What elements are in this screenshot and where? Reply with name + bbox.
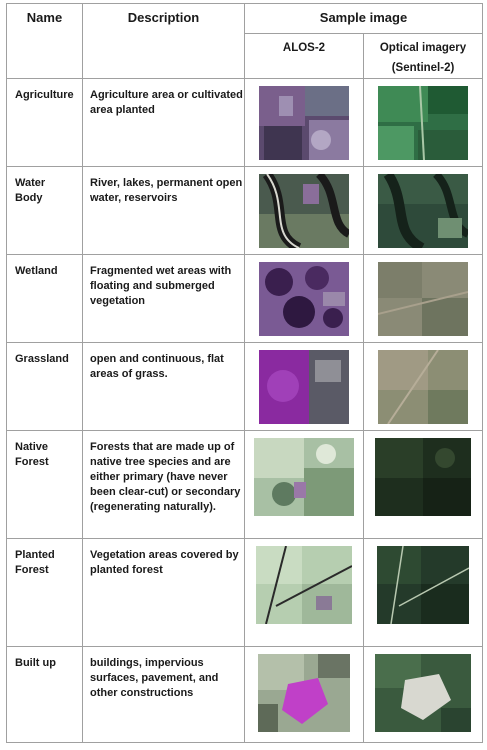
alos2-sample-image bbox=[256, 546, 352, 624]
row-name-line2: Forest bbox=[15, 456, 49, 468]
header-description-text: Description bbox=[127, 10, 200, 25]
table-row-agriculture: Agriculture Agriculture area or cultivat… bbox=[6, 78, 483, 167]
row-description: Fragmented wet areas with floating and s… bbox=[82, 254, 245, 343]
header-sample-image: Sample image bbox=[244, 3, 483, 34]
optical-sample-image bbox=[375, 438, 471, 516]
alos2-sample-cell bbox=[244, 538, 364, 647]
row-name: Grassland bbox=[6, 342, 83, 431]
row-name-line2: Forest bbox=[15, 564, 49, 576]
optical-sample-image bbox=[375, 654, 471, 732]
table-row-planted-forest: Planted Forest Vegetation areas covered b… bbox=[6, 538, 483, 647]
alos2-sample-image bbox=[259, 350, 349, 424]
alos2-sample-cell bbox=[244, 646, 364, 743]
row-name-line2: Body bbox=[15, 192, 43, 204]
row-name: Planted Forest bbox=[6, 538, 83, 647]
header-sample-text: Sample image bbox=[319, 10, 408, 25]
row-name-line1: Water bbox=[15, 177, 46, 189]
optical-sample-image bbox=[377, 546, 469, 624]
optical-sample-cell bbox=[363, 430, 483, 539]
alos2-sample-image bbox=[259, 86, 349, 160]
header-alos2: ALOS-2 bbox=[244, 33, 364, 79]
header-optical: Optical imagery (Sentinel-2) bbox=[363, 33, 483, 79]
land-cover-table: Name Description Sample image ALOS-2 Opt… bbox=[6, 3, 483, 743]
row-name: Wetland bbox=[6, 254, 83, 343]
row-description: Vegetation areas covered by planted fore… bbox=[82, 538, 245, 647]
table-row-native-forest: Native Forest Forests that are made up of… bbox=[6, 430, 483, 539]
alos2-sample-image bbox=[259, 174, 349, 248]
row-name: Native Forest bbox=[6, 430, 83, 539]
row-name: Agriculture bbox=[6, 78, 83, 167]
optical-sample-image bbox=[378, 350, 468, 424]
row-description: buildings, impervious surfaces, pavement… bbox=[82, 646, 245, 743]
header-description: Description bbox=[82, 3, 245, 79]
alos2-sample-image bbox=[259, 262, 349, 336]
alos2-sample-image bbox=[254, 438, 354, 516]
table-row-water-body: Water Body River, lakes, permanent open w… bbox=[6, 166, 483, 255]
table-row-wetland: Wetland Fragmented wet areas with floati… bbox=[6, 254, 483, 343]
row-name: Water Body bbox=[6, 166, 83, 255]
header-optical-line2: (Sentinel-2) bbox=[391, 62, 455, 74]
row-description: Agriculture area or cultivated area plan… bbox=[82, 78, 245, 167]
row-description: Forests that are made up of native tree … bbox=[82, 430, 245, 539]
header-name: Name bbox=[6, 3, 83, 79]
alos2-sample-cell bbox=[244, 254, 364, 343]
row-name-line1: Native bbox=[15, 441, 49, 453]
optical-sample-cell bbox=[363, 166, 483, 255]
row-name-line1: Planted bbox=[15, 549, 55, 561]
row-description: open and continuous, flat areas of grass… bbox=[82, 342, 245, 431]
table-row-built-up: Built up buildings, impervious surfaces,… bbox=[6, 646, 483, 743]
header-optical-line1: Optical imagery bbox=[379, 42, 467, 54]
optical-sample-cell bbox=[363, 78, 483, 167]
alos2-sample-cell bbox=[244, 430, 364, 539]
optical-sample-image bbox=[378, 86, 468, 160]
alos2-sample-image bbox=[258, 654, 350, 732]
alos2-sample-cell bbox=[244, 342, 364, 431]
row-description: River, lakes, permanent open water, rese… bbox=[82, 166, 245, 255]
alos2-sample-cell bbox=[244, 166, 364, 255]
header-name-text: Name bbox=[26, 10, 63, 25]
optical-sample-cell bbox=[363, 646, 483, 743]
alos2-sample-cell bbox=[244, 78, 364, 167]
row-name: Built up bbox=[6, 646, 83, 743]
optical-sample-image bbox=[378, 262, 468, 336]
optical-sample-cell bbox=[363, 342, 483, 431]
header-alos2-text: ALOS-2 bbox=[282, 42, 326, 54]
table-row-grassland: Grassland open and continuous, flat area… bbox=[6, 342, 483, 431]
optical-sample-image bbox=[378, 174, 468, 248]
optical-sample-cell bbox=[363, 254, 483, 343]
optical-sample-cell bbox=[363, 538, 483, 647]
